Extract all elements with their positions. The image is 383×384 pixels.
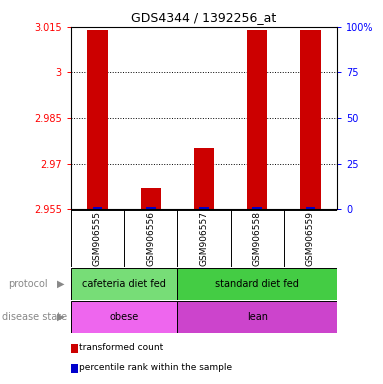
Bar <box>141 188 161 209</box>
Text: GSM906556: GSM906556 <box>146 211 155 266</box>
Text: ▶: ▶ <box>57 279 64 289</box>
Text: cafeteria diet fed: cafeteria diet fed <box>82 279 166 289</box>
Bar <box>71 301 177 333</box>
Text: GSM906559: GSM906559 <box>306 211 315 266</box>
Text: GSM906557: GSM906557 <box>200 211 208 266</box>
Bar <box>177 301 337 333</box>
Bar <box>93 207 102 209</box>
Bar <box>71 268 177 300</box>
Bar <box>300 30 321 209</box>
Text: standard diet fed: standard diet fed <box>215 279 299 289</box>
Text: obese: obese <box>110 312 139 322</box>
Bar <box>252 207 262 209</box>
Bar <box>199 207 209 209</box>
Text: ▶: ▶ <box>57 312 64 322</box>
Text: lean: lean <box>247 312 268 322</box>
Text: GSM906558: GSM906558 <box>253 211 262 266</box>
Bar <box>247 30 267 209</box>
Bar <box>194 149 214 209</box>
Bar <box>306 207 315 209</box>
Bar <box>87 30 108 209</box>
Title: GDS4344 / 1392256_at: GDS4344 / 1392256_at <box>131 11 277 24</box>
Text: protocol: protocol <box>8 279 47 289</box>
Text: disease state: disease state <box>2 312 67 322</box>
Bar <box>146 207 155 209</box>
Text: transformed count: transformed count <box>79 343 164 353</box>
Text: GSM906555: GSM906555 <box>93 211 102 266</box>
Text: percentile rank within the sample: percentile rank within the sample <box>79 363 232 372</box>
Bar <box>177 268 337 300</box>
